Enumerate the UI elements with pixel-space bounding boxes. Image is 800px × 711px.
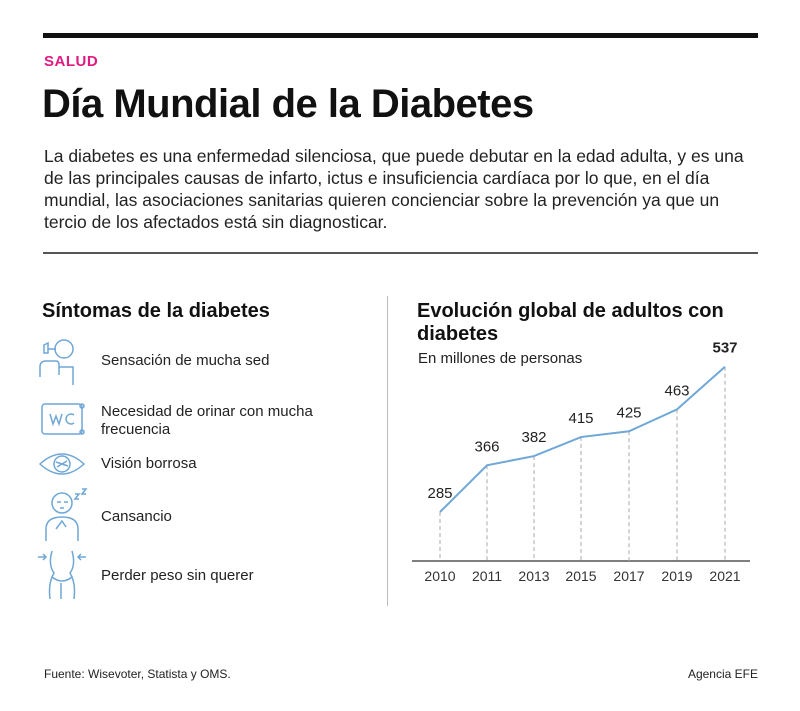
series-line [439, 365, 726, 513]
symptom-weight-loss: Perder peso sin querer [36, 547, 376, 603]
intro-text: La diabetes es una enfermedad silenciosa… [44, 146, 744, 232]
tick-label: 2013 [518, 568, 549, 584]
column-divider [387, 296, 388, 606]
section-label: SALUD [44, 53, 99, 70]
tick-label: 2010 [424, 568, 455, 584]
tick-label: 2015 [565, 568, 596, 584]
thirst-icon [39, 339, 74, 385]
tick-label: 2011 [472, 568, 502, 584]
tick-label: 2021 [709, 568, 740, 584]
wc-icon [41, 403, 85, 435]
tick-label: 2019 [661, 568, 692, 584]
data-label: 285 [427, 485, 452, 502]
data-label: 463 [664, 382, 689, 399]
symptom-urination: Necesidad de orinar con mucha frecuencia [36, 394, 376, 450]
data-label: 366 [474, 438, 499, 455]
symptom-label: Sensación de mucha sed [101, 352, 270, 369]
symptom-tiredness: Cansancio [36, 487, 376, 543]
page-title: Día Mundial de la Diabetes [42, 82, 534, 126]
chart-subtitle: En millones de personas [418, 350, 583, 367]
chart-title: Evolución global de adultos con diabetes [417, 300, 724, 345]
tick-label: 2017 [613, 568, 644, 584]
weight-loss-icon [38, 550, 86, 600]
symptom-thirst: Sensación de mucha sed [36, 333, 376, 389]
symptom-label: Necesidad de orinar con mucha frecuencia [101, 403, 313, 438]
credit-note: Agencia EFE [687, 667, 758, 681]
divider-rule [43, 252, 758, 254]
symptoms-title: Síntomas de la diabetes [42, 300, 270, 322]
data-label: 425 [616, 404, 641, 421]
data-label: 415 [568, 410, 593, 427]
data-label: 537 [712, 340, 737, 357]
tired-icon [45, 488, 88, 541]
symptom-vision: Visión borrosa [36, 440, 376, 496]
eye-icon [38, 453, 86, 475]
symptom-label: Perder peso sin querer [101, 567, 254, 584]
line-chart: 285 2010 366 2011 382 2013 415 2015 425 2017 463 20… [412, 340, 750, 584]
top-rule [43, 33, 758, 38]
source-note: Fuente: Wisevoter, Statista y OMS. [44, 667, 231, 681]
symptom-label: Visión borrosa [101, 455, 197, 472]
symptom-label: Cansancio [101, 508, 172, 525]
data-label: 382 [521, 429, 546, 446]
